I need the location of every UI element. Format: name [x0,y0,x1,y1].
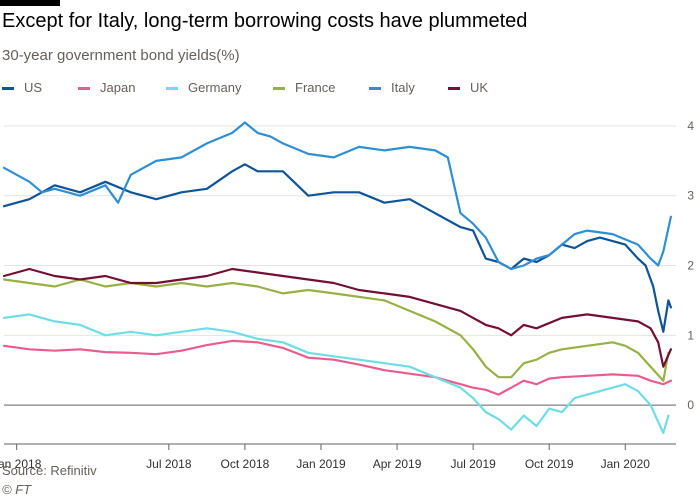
legend-swatch-france [273,87,285,90]
chart-title: Except for Italy, long-term borrowing co… [2,10,528,32]
series-layer [2,121,673,435]
series-line-uk [2,267,673,368]
legend-label-germany: Germany [188,80,242,95]
x-tick-label: Jan 2020 [601,457,651,471]
y-tick-label: 2 [687,259,694,273]
x-tick-label: Oct 2019 [525,457,574,471]
credit-note: © FT [2,482,32,497]
grid-layer [4,125,676,445]
series-line-germany [2,313,670,435]
brand-bar [0,0,60,6]
series-line-france [2,278,670,382]
legend-swatch-japan [78,87,90,90]
legend-swatch-us [2,87,14,90]
legend: US Japan Germany France Italy UK [2,79,698,97]
x-tick-label: Jan 2019 [296,457,346,471]
legend-label-italy: Italy [391,80,415,95]
x-tick-label: Apr 2019 [373,457,422,471]
legend-swatch-uk [448,87,460,90]
series-line-japan [2,339,673,396]
y-tick-label: 3 [687,189,694,203]
y-tick-label: 0 [687,398,694,412]
source-note: Source: Refinitiv [2,463,97,478]
legend-label-france: France [295,80,336,95]
legend-label-uk: UK [470,80,489,95]
legend-label-us: US [24,80,43,95]
x-tick-label: Jul 2018 [146,457,192,471]
tick-layer: 0 1 2 3 4 Jan 2018 Jul 2018 Oct 2018 Jan 2019 Apr… [0,119,694,471]
x-tick-label: Oct 2018 [221,457,270,471]
x-tick-label: Jan 2018 [0,457,42,471]
legend-swatch-germany [166,87,178,90]
series-line-italy [2,121,673,271]
legend-swatch-italy [369,87,381,90]
y-tick-label: 4 [687,119,694,133]
x-tick-label: Jul 2019 [450,457,496,471]
chart-subtitle: 30-year government bond yields(%) [2,47,240,64]
legend-label-japan: Japan [100,80,136,95]
y-tick-label: 1 [687,328,694,342]
series-line-us [2,163,673,333]
